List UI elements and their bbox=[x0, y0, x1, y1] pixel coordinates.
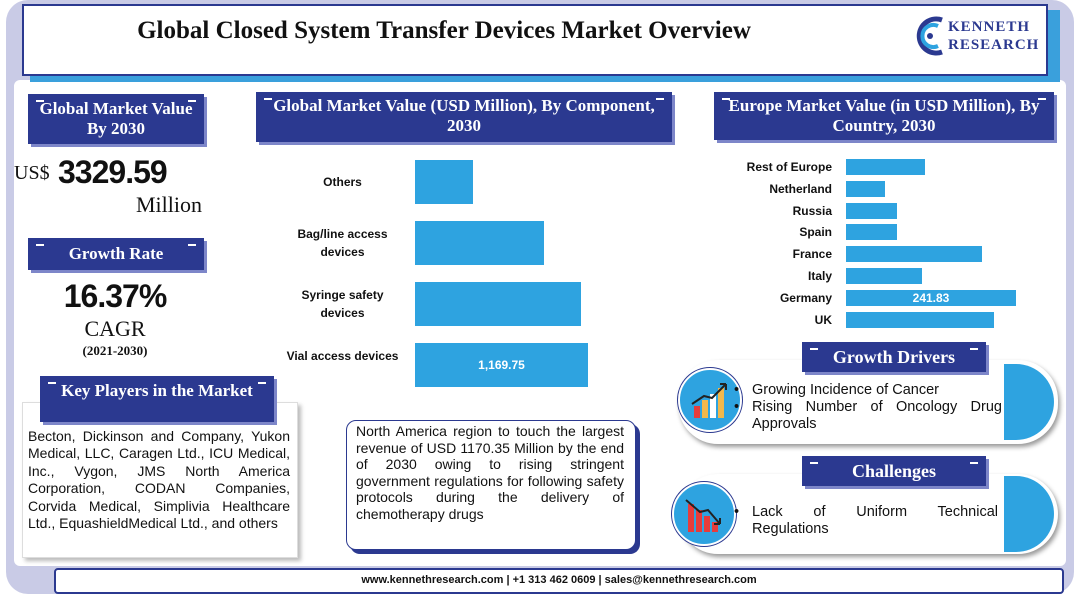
cagr-period: (2021-2030) bbox=[82, 343, 148, 358]
page-title: Global Closed System Transfer Devices Ma… bbox=[137, 17, 751, 44]
growth-driver-item: Rising Number of Oncology Drug Approvals bbox=[732, 399, 1002, 433]
country-bar bbox=[846, 180, 885, 197]
key-players-heading-text: Key Players in the Market bbox=[61, 381, 253, 400]
country-bar bbox=[846, 311, 994, 328]
component-chart-title-text: Global Market Value (USD Million), By Co… bbox=[273, 96, 655, 135]
growth-drivers-list: Growing Incidence of Cancer Rising Numbe… bbox=[732, 382, 1002, 433]
challenges-heading: Challenges bbox=[802, 456, 986, 486]
growth-rate-heading-text: Growth Rate bbox=[68, 244, 164, 263]
country-bar bbox=[846, 268, 922, 284]
country-label: Germany bbox=[779, 290, 832, 305]
country-bar bbox=[846, 224, 897, 241]
country-label: UK bbox=[814, 312, 832, 327]
growth-driver-item: Growing Incidence of Cancer bbox=[732, 382, 1002, 399]
market-value-heading: Global Market Value By 2030 bbox=[28, 94, 204, 144]
component-chart-title: Global Market Value (USD Million), By Co… bbox=[256, 92, 672, 142]
country-bar bbox=[846, 246, 982, 263]
component-category-label: Bag/line access devices bbox=[297, 227, 388, 259]
europe-chart-title: Europe Market Value (in USD Million), By… bbox=[714, 92, 1054, 140]
footer-box bbox=[54, 568, 1064, 594]
growth-rate-heading: Growth Rate bbox=[28, 238, 204, 270]
growth-drivers-heading: Growth Drivers bbox=[802, 342, 986, 372]
country-data-label: 241.83 bbox=[912, 290, 950, 305]
north-america-note-box bbox=[346, 420, 636, 550]
component-category-label: Syringe safety devices bbox=[301, 288, 384, 320]
country-label: Rest of Europe bbox=[746, 160, 832, 174]
component-category-label: Others bbox=[323, 175, 362, 189]
country-bar bbox=[846, 289, 1016, 306]
country-bar bbox=[846, 202, 897, 219]
title-box: Global Closed System Transfer Devices Ma… bbox=[22, 4, 1048, 76]
logo-line-2: RESEARCH bbox=[948, 37, 1040, 53]
component-bar bbox=[415, 343, 588, 387]
declining-chart-icon bbox=[672, 482, 736, 546]
footer-contact: www.kennethresearch.com | +1 313 462 060… bbox=[361, 574, 757, 586]
logo-swirl-icon bbox=[916, 16, 943, 56]
country-label: France bbox=[792, 247, 832, 262]
component-category-label: Vial access devices bbox=[286, 349, 399, 363]
growth-drivers-heading-text: Growth Drivers bbox=[832, 347, 956, 367]
currency-prefix: US$ bbox=[14, 162, 50, 184]
country-label: Italy bbox=[807, 269, 832, 283]
key-players-box bbox=[22, 402, 298, 558]
growth-rate-value: 16.37% bbox=[63, 278, 168, 314]
europe-chart-title-text: Europe Market Value (in USD Million), By… bbox=[728, 96, 1040, 135]
country-bar bbox=[846, 159, 925, 175]
logo-line-1: KENNETH bbox=[948, 19, 1031, 35]
logo-text: KENNETH RESEARCH bbox=[948, 18, 1039, 54]
country-label: Russia bbox=[792, 203, 832, 218]
market-value-unit: Million bbox=[136, 192, 203, 217]
challenges-list: Lack of Uniform Technical Regulations bbox=[732, 504, 998, 538]
country-label: Netherland bbox=[769, 181, 832, 196]
kenneth-research-logo: KENNETH RESEARCH bbox=[912, 14, 1038, 62]
key-players-list: Becton, Dickinson and Company, Yukon Med… bbox=[28, 428, 290, 532]
component-bar bbox=[415, 221, 544, 265]
key-players-heading: Key Players in the Market bbox=[40, 376, 274, 422]
component-bar bbox=[415, 160, 473, 204]
north-america-note: North America region to touch the larges… bbox=[356, 423, 624, 522]
market-value-heading-text: Global Market Value By 2030 bbox=[39, 99, 193, 138]
cagr-label: CAGR bbox=[84, 316, 146, 341]
challenges-heading-text: Challenges bbox=[851, 461, 936, 481]
component-data-label: 1,169.75 bbox=[478, 358, 525, 372]
challenge-item: Lack of Uniform Technical Regulations bbox=[732, 504, 998, 538]
market-value-number: 3329.59 bbox=[58, 154, 168, 190]
country-label: Spain bbox=[799, 225, 832, 240]
component-bar bbox=[415, 282, 581, 326]
